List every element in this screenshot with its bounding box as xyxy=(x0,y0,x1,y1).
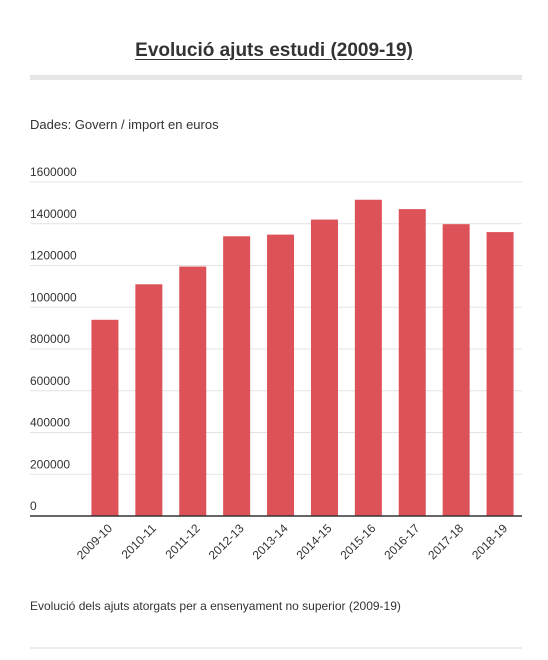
x-tick-label: 2011-12 xyxy=(162,521,203,562)
bar-2015-16 xyxy=(354,199,382,516)
bar-2014-15 xyxy=(310,219,338,516)
y-tick-label: 1600000 xyxy=(30,165,77,179)
y-tick-label: 600000 xyxy=(30,374,70,388)
x-tick-label: 2010-11 xyxy=(119,521,160,562)
x-tick-label: 2015-16 xyxy=(337,521,378,562)
y-tick-label: 200000 xyxy=(30,457,70,471)
bar-2011-12 xyxy=(179,266,207,516)
title-divider xyxy=(30,75,522,80)
bar-2010-11 xyxy=(135,284,163,516)
x-tick-label: 2014-15 xyxy=(294,521,335,562)
chart-title: Evolució ajuts estudi (2009-19) xyxy=(0,40,548,62)
x-tick-label: 2012-13 xyxy=(206,521,247,562)
y-tick-label: 1200000 xyxy=(30,249,77,263)
bar-2009-10 xyxy=(91,319,119,516)
y-tick-label: 0 xyxy=(30,499,37,513)
x-tick-label: 2018-19 xyxy=(469,521,510,562)
bar-2018-19 xyxy=(486,232,514,516)
y-tick-label: 800000 xyxy=(30,332,70,346)
x-tick-label: 2009-10 xyxy=(74,521,115,562)
bar-chart: 0 200000 400000 600000 800000 1000000 1200000 1… xyxy=(30,165,522,562)
x-tick-label: 2016-17 xyxy=(381,521,422,562)
y-tick-label: 400000 xyxy=(30,416,70,430)
bar-2012-13 xyxy=(223,236,251,516)
chart-title-text: Evolució ajuts estudi (2009-19) xyxy=(135,40,413,61)
chart-caption: Evolució dels ajuts atorgats per a ensen… xyxy=(30,599,401,613)
bar-2013-14 xyxy=(267,234,295,517)
bar-2016-17 xyxy=(398,209,426,516)
y-tick-label: 1400000 xyxy=(30,207,77,221)
bar-2017-18 xyxy=(442,224,470,517)
bars xyxy=(91,199,514,517)
source-note: Dades: Govern / import en euros xyxy=(30,117,219,132)
x-tick-label: 2017-18 xyxy=(425,521,466,562)
y-tick-label: 1000000 xyxy=(30,290,77,304)
x-axis-ticks: 2009-10 2010-11 2011-12 2012-13 2013-14 2014-… xyxy=(74,521,510,562)
footer-divider xyxy=(30,647,522,649)
x-tick-label: 2013-14 xyxy=(250,521,291,562)
y-axis-ticks: 0 200000 400000 600000 800000 1000000 1200000 1… xyxy=(30,165,77,513)
